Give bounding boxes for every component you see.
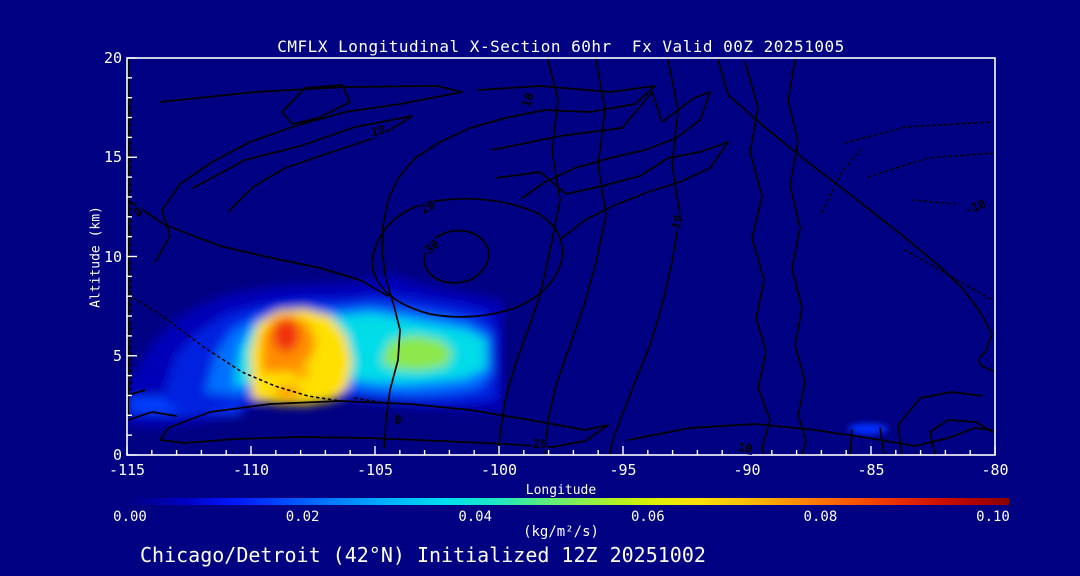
y-tick-label: 20 [103, 49, 122, 67]
x-tick-label: -115 [108, 461, 146, 479]
colorbar-tick-label: 0.10 [976, 509, 1010, 525]
plot-title: CMFLX Longitudinal X-Section 60hr Fx Val… [277, 37, 845, 56]
x-tick-label: -95 [609, 461, 637, 479]
colorbar-tick-label: 0.06 [630, 509, 665, 525]
contour-lines-solid [127, 58, 995, 455]
colorbar-tick-label: 0.04 [458, 509, 493, 525]
initialization-caption: Chicago/Detroit (42°N) Initialized 12Z 2… [140, 543, 706, 567]
colorbar-unit-label: (kg/m²/s) [523, 524, 599, 540]
colorbar-tick-label: 0.08 [803, 509, 838, 525]
weak-cell-fill [848, 423, 888, 435]
x-tick-label: -80 [981, 461, 1009, 479]
y-tick-label: 10 [103, 247, 122, 266]
x-tick-label: -110 [232, 461, 270, 479]
x-tick-label: -100 [480, 461, 518, 479]
contour-label: 0 [393, 413, 403, 427]
colorbar-tick-label: 0.02 [285, 509, 320, 525]
contour-label: 20 [531, 437, 549, 451]
colorbar-tick-label: 0.00 [113, 509, 147, 525]
x-tick-label: -90 [733, 461, 761, 479]
contour-label: 10 [736, 440, 754, 456]
x-tick-label: -85 [857, 461, 885, 479]
x-tick-label: -105 [356, 461, 394, 479]
y-tick-label: 5 [112, 346, 122, 365]
y-tick-label: 0 [112, 446, 122, 464]
contour-lines-dotted [128, 99, 993, 405]
x-axis-title: Longitude [525, 483, 597, 498]
y-tick-label: 15 [103, 148, 122, 167]
axis-ticks [126, 57, 996, 456]
cmflx-fill-field [127, 274, 504, 427]
colorbar-gradient [129, 498, 1009, 505]
